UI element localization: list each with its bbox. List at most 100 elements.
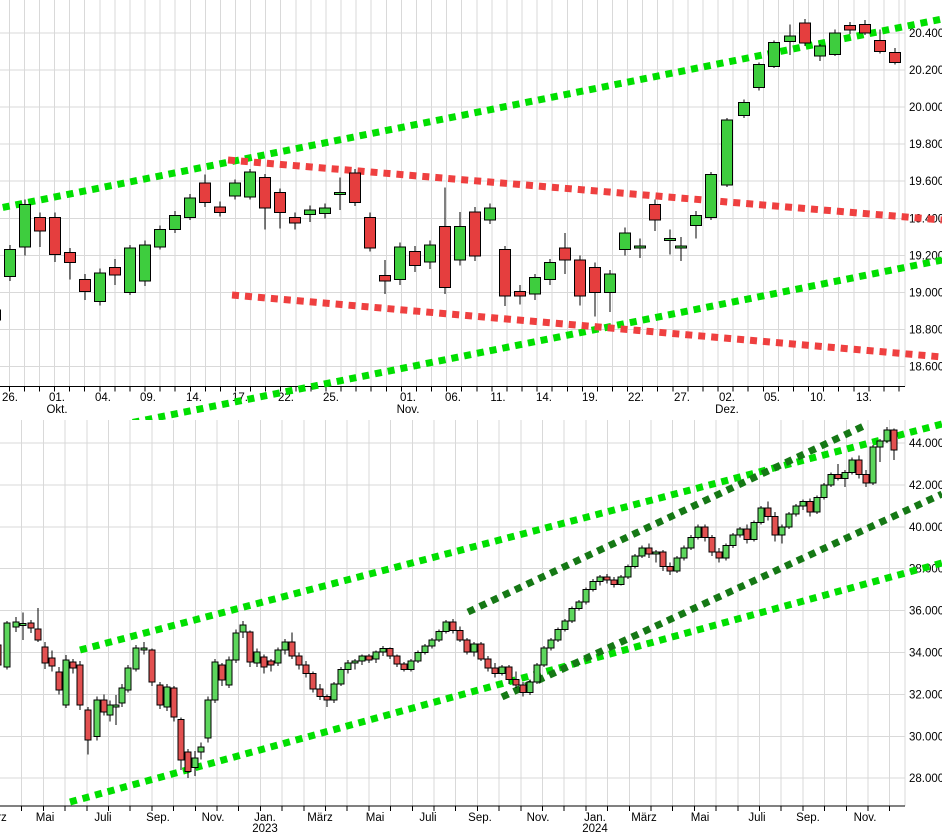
trendline-falling-channel-upper[interactable] [227,156,942,224]
candle [883,427,891,443]
candle [48,650,56,672]
candle [484,655,492,672]
candle [394,242,406,285]
candle [3,621,11,670]
trendline-steep-channel-lower[interactable] [500,490,942,701]
svg-text:13.: 13. [856,392,872,404]
candle [469,207,481,261]
svg-text:32.000: 32.000 [909,689,942,701]
candle [638,545,646,559]
candle [610,577,618,588]
candle [529,273,541,300]
trendline-rising-channel-upper[interactable] [0,15,942,212]
svg-text:Mai: Mai [691,812,710,824]
gridlines [0,420,906,806]
svg-text:Sep.: Sep. [796,812,820,824]
candle [184,748,192,778]
candle [163,683,171,712]
candle [424,240,436,270]
svg-text:36.000: 36.000 [909,606,942,618]
candle [94,268,106,306]
trendline-steep-channel-upper[interactable] [466,420,870,616]
candle [344,659,352,674]
candle [841,470,849,487]
svg-text:Sep.: Sep. [146,812,170,824]
svg-text:10.: 10. [810,392,826,404]
candle [309,671,317,693]
candle [813,495,821,515]
candle [596,574,604,586]
candle [211,658,219,703]
svg-text:14.: 14. [536,392,552,404]
candle [519,681,527,697]
svg-text:März: März [0,812,7,824]
candle [337,667,345,687]
candle [540,646,548,668]
candle-series [0,19,901,321]
svg-text:Dez.: Dez. [715,404,739,416]
candle [694,524,702,540]
candle [631,554,639,569]
trendline-falling-channel-lower[interactable] [231,291,942,361]
svg-text:20.000: 20.000 [909,102,942,114]
candle [214,201,226,217]
candle [386,647,394,659]
candle [372,650,380,663]
svg-text:Jan.: Jan. [254,812,276,824]
trendline-broad-channel-upper[interactable] [79,420,942,654]
candle [757,505,765,525]
candle [100,694,108,716]
weekly-chart-canvas[interactable]: 44.00042.00040.00038.00036.00034.00032.0… [0,420,942,837]
candle [229,179,241,200]
candle [232,629,240,663]
trendline-rising-channel-lower[interactable] [120,256,942,420]
candle [743,524,751,544]
candle [498,665,506,676]
candle [785,512,793,529]
candle [379,646,387,656]
candle [407,658,415,672]
svg-text:19.600: 19.600 [909,176,942,188]
daily-chart-canvas[interactable]: 20.40020.20020.00019.80019.60019.40019.2… [0,0,942,420]
candle [204,696,212,743]
candle [319,203,331,219]
candle [379,259,391,295]
svg-text:März: März [631,812,657,824]
svg-text:Jan.: Jan. [584,812,606,824]
candle [649,199,661,232]
candle [154,225,166,250]
candle [316,683,324,700]
svg-text:22.: 22. [278,392,294,404]
daily-candlestick-chart[interactable]: 20.400 20.200 20.000 19.800 19.600 19.400 19.2… [0,0,942,420]
candle [55,667,63,695]
candle [729,533,737,548]
candle [844,21,856,34]
candle [400,661,408,672]
candle [491,662,499,678]
candle [274,188,286,229]
candle [708,535,716,557]
candle [874,29,886,54]
candle [304,205,316,222]
svg-text:Juli: Juli [94,812,111,824]
svg-text:19.800: 19.800 [909,139,942,151]
svg-text:30.000: 30.000 [909,731,942,743]
trendline-broad-channel-lower[interactable] [69,559,942,806]
candle [454,211,466,266]
candle [890,428,898,460]
candle [477,642,485,661]
candle [295,652,303,670]
weekly-candlestick-chart[interactable]: 44.00042.00040.00038.00036.00034.00032.0… [0,420,942,837]
candle [64,247,76,280]
candle [869,445,877,485]
candle [664,229,676,255]
candle [365,653,373,663]
svg-text:Nov.: Nov. [527,812,550,824]
candle [806,498,814,517]
svg-text:44.000: 44.000 [909,438,942,450]
candle [589,262,601,317]
svg-text:Mai: Mai [36,812,55,824]
svg-text:40.000: 40.000 [909,522,942,534]
candle [544,259,556,285]
candle [289,212,301,230]
